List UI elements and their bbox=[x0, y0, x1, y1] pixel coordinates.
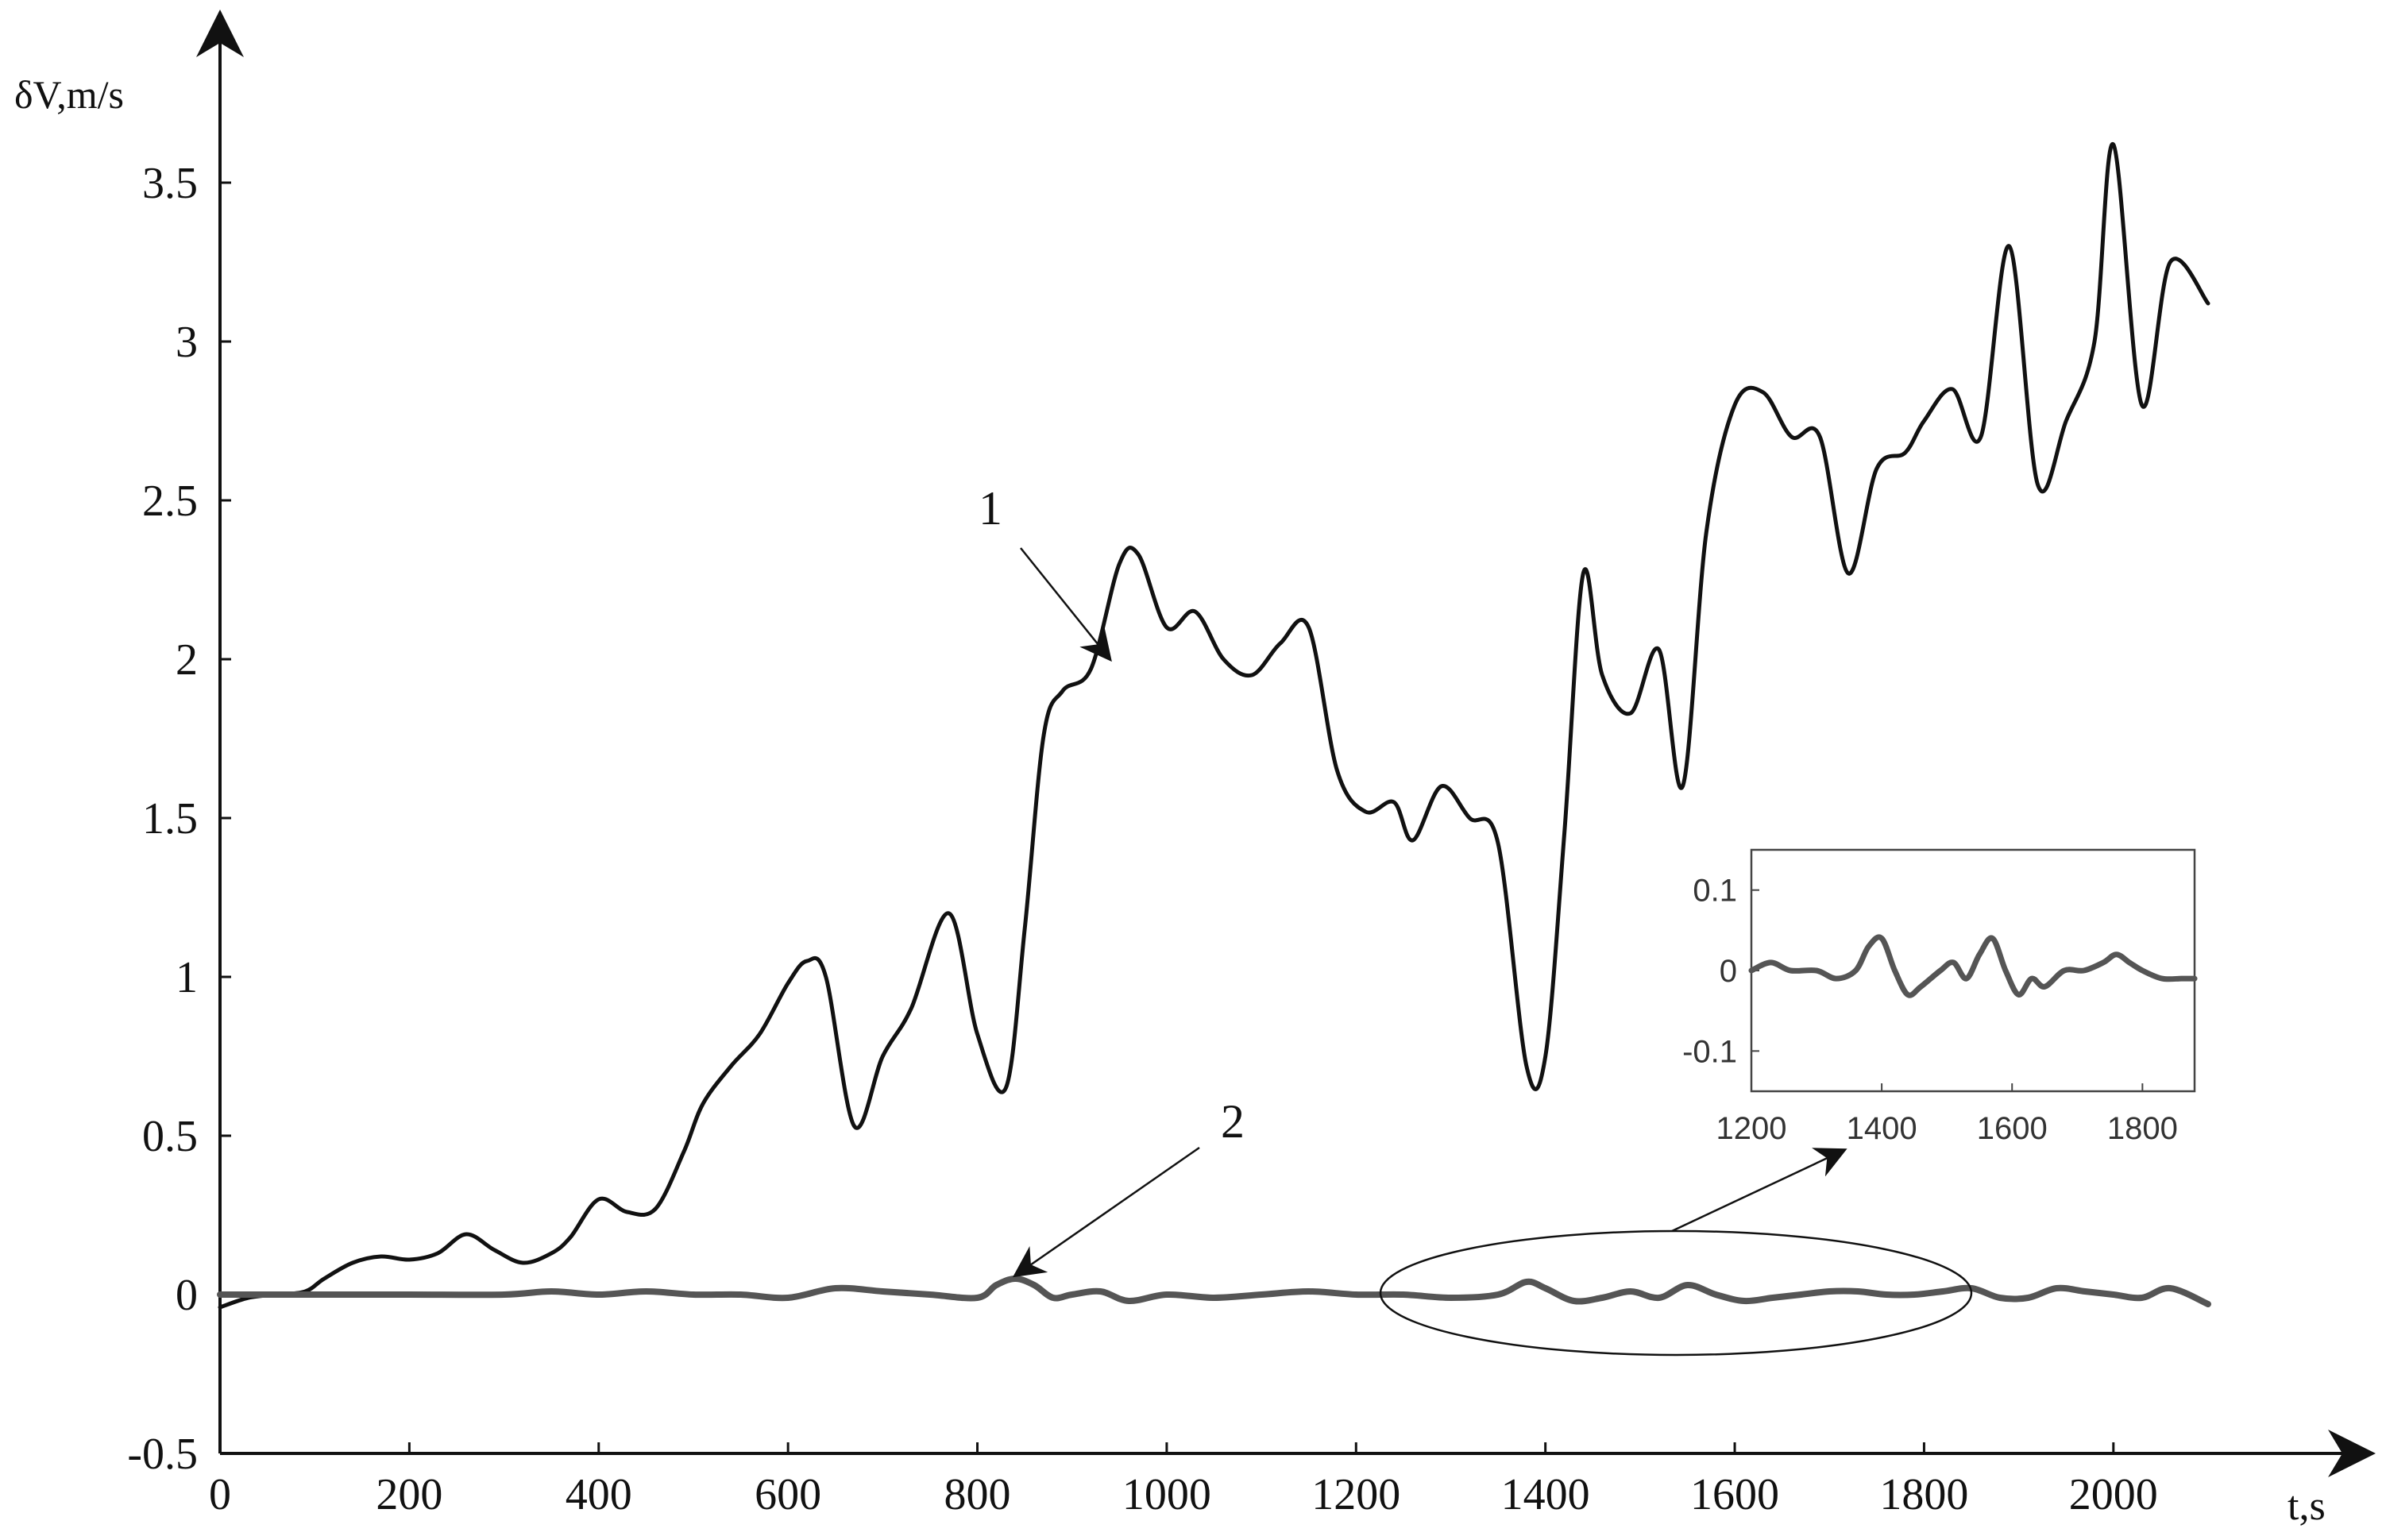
y-tick-label: 1.5 bbox=[142, 794, 198, 843]
inset-ticks: 1200 1400 1600 1800 0.1 0 -0.1 bbox=[1682, 874, 2178, 1146]
annotation-arrow-2 bbox=[1012, 1146, 1200, 1278]
annotation-label-1: 1 bbox=[979, 482, 1002, 535]
x-tick-label: 1800 bbox=[1879, 1470, 1968, 1519]
inset-x-tick-label: 1800 bbox=[2107, 1111, 2178, 1146]
y-axis-label: δV,m/s bbox=[14, 72, 124, 117]
main-series bbox=[217, 142, 2211, 1310]
x-tick-label: 800 bbox=[944, 1470, 1011, 1519]
annotations: 1 2 bbox=[979, 482, 1973, 1357]
zoom-region-ellipse bbox=[1379, 1229, 1973, 1357]
y-tick-label: 3.5 bbox=[142, 159, 198, 208]
y-tick-label: 0.5 bbox=[142, 1112, 198, 1161]
zoom-callout-arrow bbox=[1671, 1148, 1847, 1233]
x-tick-label: 1000 bbox=[1122, 1470, 1211, 1519]
inset-y-tick-label: 0 bbox=[1720, 954, 1737, 989]
inset-y-tick-label: -0.1 bbox=[1682, 1034, 1737, 1069]
series-1-line bbox=[218, 142, 2210, 1310]
inset-y-tick-label: 0.1 bbox=[1693, 874, 1737, 909]
inset-chart: 1200 1400 1600 1800 0.1 0 -0.1 bbox=[1682, 848, 2198, 1146]
x-tick-label: 600 bbox=[755, 1470, 821, 1519]
y-tick-label: 1 bbox=[176, 953, 198, 1002]
inset-series bbox=[1748, 934, 2198, 998]
series-2-line bbox=[217, 1276, 2211, 1307]
y-tick-label: 0 bbox=[176, 1271, 198, 1320]
y-tick-label: 2 bbox=[176, 635, 198, 685]
x-axis-label: t,s bbox=[2288, 1484, 2326, 1529]
x-tick-label: 1200 bbox=[1311, 1470, 1400, 1519]
x-tick-label: 0 bbox=[209, 1470, 231, 1519]
y-tick-label: 2.5 bbox=[142, 477, 198, 526]
annotation-label-2: 2 bbox=[1221, 1095, 1245, 1148]
inset-x-tick-label: 1400 bbox=[1847, 1111, 1917, 1146]
y-tick-label: -0.5 bbox=[127, 1430, 198, 1479]
x-tick-label: 200 bbox=[376, 1470, 442, 1519]
x-tick-label: 2000 bbox=[2069, 1470, 2158, 1519]
y-tick-label: 3 bbox=[176, 318, 198, 367]
x-tick-label: 1600 bbox=[1690, 1470, 1779, 1519]
main-axes bbox=[196, 10, 2376, 1477]
x-tick-label: 1400 bbox=[1501, 1470, 1590, 1519]
x-tick-label: 400 bbox=[566, 1470, 632, 1519]
main-ticks: 0 200 400 600 800 1000 1200 1400 1600 1800 2000-0.… bbox=[127, 159, 2157, 1519]
inset-x-tick-label: 1600 bbox=[1977, 1111, 2048, 1146]
inset-series-2-line bbox=[1748, 934, 2198, 998]
annotation-arrow-1 bbox=[1020, 547, 1112, 662]
inset-x-tick-label: 1200 bbox=[1716, 1111, 1787, 1146]
